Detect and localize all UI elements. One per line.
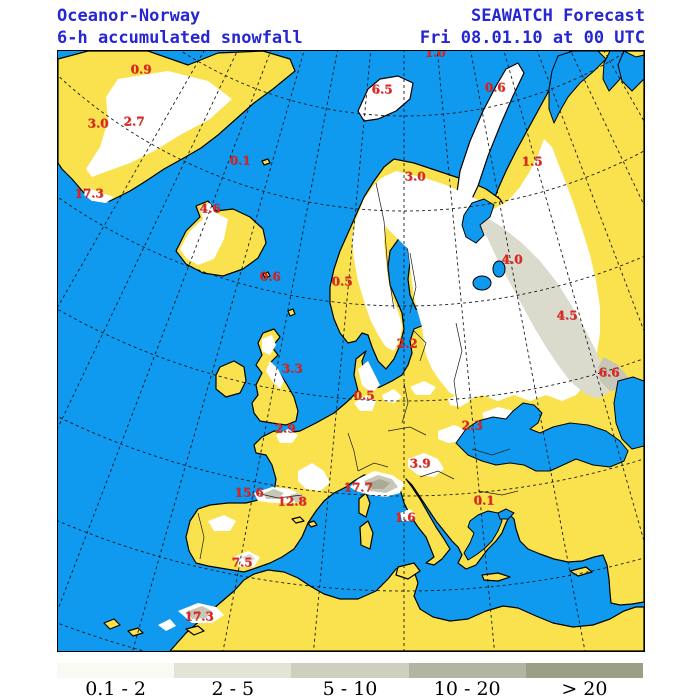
station-snowfall-value: 0.1 (473, 493, 495, 508)
aegean-sea (463, 510, 503, 561)
england-snow (266, 361, 284, 389)
kara-gulf-1 (548, 51, 607, 124)
shetland (287, 308, 296, 317)
baltic-coast-snow (382, 389, 402, 403)
legend-swatch (525, 663, 644, 678)
denmark-snow (358, 361, 380, 393)
africa-landmass (169, 564, 644, 651)
caspian-sea (613, 376, 644, 450)
station-values-layer: 0.9 3.0 2.7 0.1 17.3 4.6 6.5 0.6 1.0 1.5 3.0 0.6 0.5… (58, 51, 644, 651)
station-snowfall-value: 2.9 (274, 421, 296, 436)
station-snowfall-value: 3.3 (281, 361, 303, 376)
balearic-island-1 (291, 516, 305, 524)
station-snowfall-value: 0.6 (484, 80, 506, 95)
sea-of-marmara (497, 508, 515, 520)
station-snowfall-value: 1.5 (521, 154, 543, 169)
station-snowfall-value: 2.2 (396, 336, 418, 351)
lake-ladoga (472, 275, 492, 291)
south-spain-gray-snow (242, 554, 255, 563)
station-snowfall-value: 17.3 (184, 609, 214, 624)
germany-snow (354, 395, 376, 411)
legend-swatch (291, 663, 409, 678)
sicily (395, 562, 421, 580)
corsica (358, 492, 371, 518)
header-line-1: Oceanor-Norway SEAWATCH Forecast (57, 6, 645, 26)
service-name: SEAWATCH Forecast (471, 6, 645, 26)
scotland-snow (262, 335, 276, 355)
station-snowfall-value: 4.5 (556, 308, 578, 323)
sardinia (359, 520, 374, 550)
station-snowfall-value: 2.7 (123, 114, 145, 129)
canary-island-2 (127, 627, 144, 637)
station-snowfall-value: 0.1 (229, 153, 251, 168)
station-snowfall-value: 17.3 (74, 186, 104, 201)
pyrenees-gray-snow-1 (264, 489, 284, 499)
legend-bin-label: 10 - 20 (433, 678, 501, 700)
canary-island-1 (103, 618, 121, 630)
station-snowfall-value: 1.0 (424, 50, 446, 60)
legend-color-bar (57, 663, 644, 678)
legend-bin-label: > 20 (561, 678, 608, 700)
station-snowfall-value: 1.6 (394, 510, 416, 525)
graticule-group (58, 51, 644, 651)
legend-bin-label: 2 - 5 (211, 678, 255, 700)
balkan-snow (408, 453, 444, 477)
normandy-snow (276, 429, 298, 443)
atlas-west-snow (158, 619, 176, 631)
belarus-snow (448, 393, 470, 407)
iceland-snow (180, 203, 228, 265)
legend-swatch (408, 663, 526, 678)
svalbard (357, 75, 414, 122)
station-snowfall-value: 6.6 (598, 365, 620, 380)
map-canvas (58, 51, 644, 651)
station-snowfall-value: 4.6 (199, 201, 221, 216)
valid-time: Fri 08.01.10 at 00 UTC (419, 28, 645, 48)
forecast-map: 0.9 3.0 2.7 0.1 17.3 4.6 6.5 0.6 1.0 1.5 3.0 0.6 0.5… (57, 50, 645, 652)
greenland-icecap-snow (86, 71, 232, 177)
station-snowfall-value: 6.5 (371, 82, 393, 97)
lake-onega (492, 260, 506, 278)
legend-bin-label: 5 - 10 (322, 678, 378, 700)
legend-swatch (57, 663, 175, 678)
iberia-snow (208, 515, 236, 531)
black-sea (455, 402, 629, 472)
legend-bin-label: 0.1 - 2 (85, 678, 146, 700)
station-snowfall-value: 12.8 (277, 494, 307, 509)
variable-name: 6-h accumulated snowfall (57, 28, 303, 48)
station-snowfall-value: 0.5 (353, 388, 375, 403)
station-snowfall-value: 4.0 (501, 252, 523, 267)
poland-snow (410, 381, 436, 395)
legend-labels-row: 0.1 - 2 2 - 5 5 - 10 10 - 20 > 20 (57, 678, 643, 700)
header-line-2: 6-h accumulated snowfall Fri 08.01.10 at… (57, 28, 645, 48)
station-snowfall-value: 3.0 (404, 169, 426, 184)
legend-swatch (174, 663, 292, 678)
station-snowfall-value: 15.6 (234, 485, 264, 500)
france-central-snow (298, 463, 330, 491)
station-snowfall-value: 3.9 (409, 456, 431, 471)
product-name: Oceanor-Norway (57, 6, 201, 26)
station-snowfall-value: 17.7 (343, 480, 373, 495)
greenland-south-snow (84, 187, 114, 203)
balearic-island-2 (307, 520, 318, 528)
snowfall-legend: 0.1 - 2 2 - 5 5 - 10 10 - 20 > 20 (57, 663, 644, 700)
station-snowfall-value: 3.0 (87, 116, 109, 131)
alps-heavy-snow (368, 479, 390, 489)
country-borders-group (197, 182, 519, 560)
station-snowfall-value: 2.3 (461, 418, 483, 433)
station-snowfall-value: 0.9 (130, 62, 152, 77)
faroe-islands (262, 271, 271, 279)
seas-group (455, 51, 644, 561)
station-snowfall-value: 7.5 (231, 555, 253, 570)
crete (481, 572, 511, 582)
jan-mayen (261, 158, 271, 166)
canary-island-3 (185, 625, 205, 636)
ob-gulf (617, 51, 644, 92)
station-snowfall-value: 0.5 (331, 274, 353, 289)
scandinavia-snow (352, 175, 402, 351)
atlas-gray-snow (188, 606, 212, 619)
white-sea (461, 198, 495, 244)
station-snowfall-value: 0.6 (259, 269, 281, 284)
